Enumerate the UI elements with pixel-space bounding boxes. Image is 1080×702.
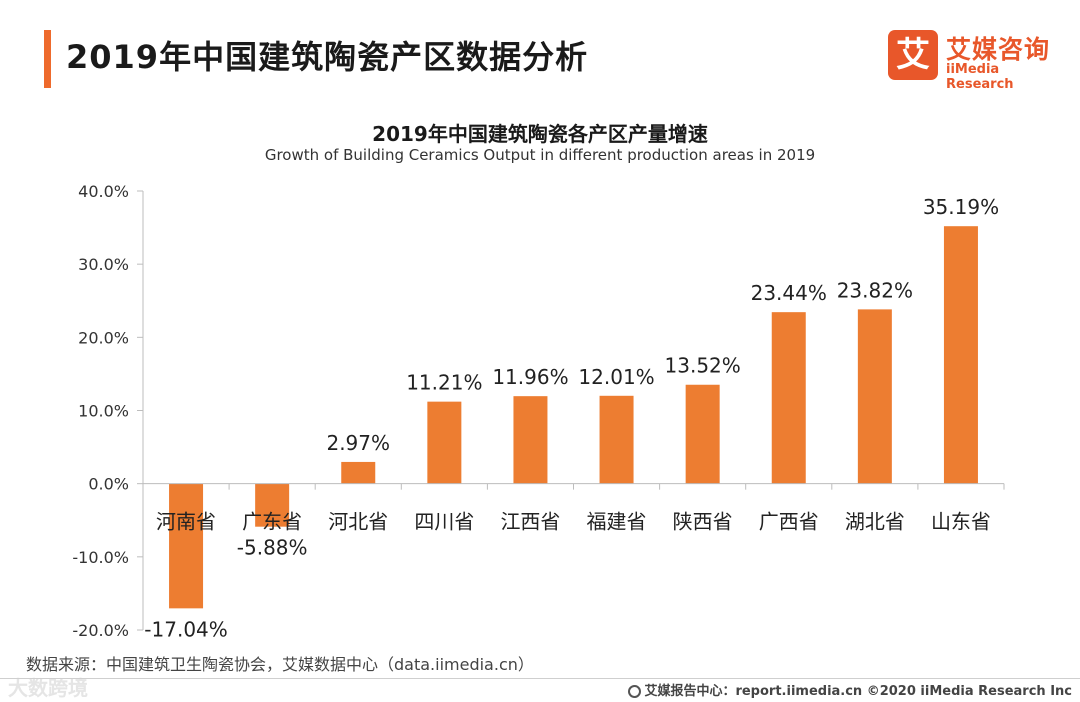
logo-mark: 艾 [888,30,938,80]
data-label: 23.82% [837,278,913,302]
page-title: 2019年中国建筑陶瓷产区数据分析 [66,38,589,76]
bar-10 [943,226,978,484]
data-label: 12.01% [578,365,654,389]
category-label: 福建省 [587,510,647,534]
data-label: -5.88% [237,536,308,560]
category-label: 四川省 [414,510,474,534]
y-tick-label: 20.0% [78,328,129,347]
category-label: 江西省 [500,510,560,534]
y-tick-label: -10.0% [72,548,129,567]
data-label: 13.52% [665,354,741,378]
data-label: 23.44% [751,281,827,305]
logo-name-cn: 艾媒咨询 [946,35,1051,64]
bar-5 [513,396,548,484]
category-label: 陕西省 [673,510,733,534]
bar-1 [169,483,204,609]
bar-8 [771,312,806,484]
data-label: 11.21% [406,371,482,395]
globe-icon [628,685,642,698]
chart-title: 2019年中国建筑陶瓷各产区产量增速 [372,122,708,146]
category-label: 广东省 [242,510,302,534]
data-label: -17.04% [144,617,227,641]
y-tick-label: -20.0% [72,621,129,640]
footer-text: 艾媒报告中心：report.iimedia.cn ©2020 iiMedia R… [644,684,1072,699]
bar-4 [427,401,462,484]
bar-6 [599,395,634,484]
bar-7 [685,384,720,484]
category-label: 广西省 [759,510,819,534]
watermark: 大数跨境 [8,676,88,700]
data-label: 2.97% [326,431,390,455]
chart-subtitle: Growth of Building Ceramics Output in di… [264,146,816,164]
y-tick-label: 10.0% [78,402,129,421]
bar-2 [255,483,290,527]
data-label: 11.96% [492,365,568,389]
source-note: 数据来源：中国建筑卫生陶瓷协会，艾媒数据中心（data.iimedia.cn） [26,655,534,674]
category-label: 山东省 [931,510,991,534]
category-label: 河南省 [156,510,216,534]
footer: 艾媒报告中心：report.iimedia.cn ©2020 iiMedia R… [628,680,1072,699]
y-tick-label: 30.0% [78,255,129,274]
bar-9 [857,309,892,484]
category-label: 湖北省 [845,510,905,534]
data-label: 35.19% [923,195,999,219]
y-tick-label: 40.0% [78,182,129,201]
bar-3 [341,461,376,484]
footer-divider [0,678,1080,679]
title-accent-bar [44,30,51,88]
y-tick-label: 0.0% [88,475,129,494]
category-label: 河北省 [328,510,388,534]
logo-name-en: iiMedia Research [946,62,1014,92]
iimedia-logo: 艾 艾媒咨询 iiMedia Research [888,30,1068,92]
